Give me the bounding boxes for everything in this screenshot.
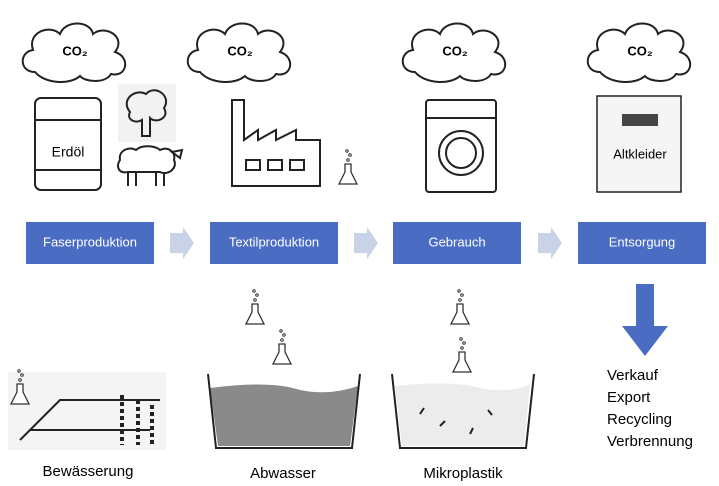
stage-label: Gebrauch [428, 234, 485, 249]
diagram: CO₂ CO₂ CO₂ CO₂ Erdöl Altkleider [0, 0, 719, 486]
barrel-label: Erdöl [52, 144, 85, 160]
flask-icon [273, 330, 291, 364]
microplastic-basin [392, 374, 534, 448]
co2-label: CO₂ [227, 43, 253, 58]
flask-icon [246, 290, 264, 324]
co2-label: CO₂ [62, 43, 88, 58]
impact-label: Bewässerung [43, 463, 134, 480]
impact-label: Mikroplastik [423, 465, 503, 482]
container-icon [597, 96, 681, 192]
flask-icon [453, 338, 471, 372]
stage-label: Textilproduktion [229, 234, 319, 249]
wastewater-basin [208, 374, 360, 448]
co2-label: CO₂ [442, 43, 468, 58]
tree-icon [118, 84, 176, 142]
disposal-item: Recycling [607, 411, 672, 428]
disposal-item: Verkauf [607, 367, 659, 384]
factory-icon [232, 100, 320, 186]
down-arrow [622, 284, 668, 356]
flow-arrow [354, 227, 378, 259]
stage-label: Faserproduktion [43, 234, 137, 249]
impact-label: Abwasser [250, 465, 316, 482]
disposal-item: Verbrennung [607, 433, 693, 450]
flask-icon [451, 290, 469, 324]
flow-arrow [170, 227, 194, 259]
sheep-icon [118, 146, 182, 186]
co2-label: CO₂ [627, 43, 653, 58]
field-icon [8, 370, 166, 450]
washing-machine-icon [426, 100, 496, 192]
container-label: Altkleider [613, 146, 667, 161]
flask-icon [339, 150, 357, 184]
disposal-item: Export [607, 389, 651, 406]
stage-label: Entsorgung [609, 234, 676, 249]
flow-arrow [538, 227, 562, 259]
